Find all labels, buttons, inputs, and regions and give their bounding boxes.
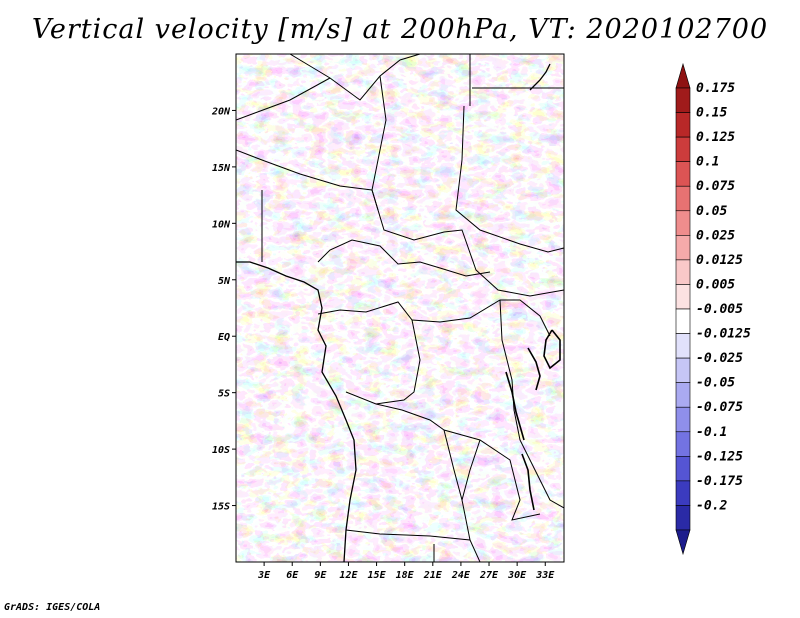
colorbar-segment: [675, 210, 691, 236]
border-line: [345, 529, 471, 541]
colorbar-segment: [675, 235, 691, 261]
border-line: [443, 429, 541, 521]
colorbar-label: -0.125: [696, 449, 743, 464]
lon-tick-label: 24E: [451, 570, 471, 581]
lon-tick-label: 33E: [535, 570, 555, 581]
lat-tick-label: 20N: [211, 106, 231, 117]
lat-tick-label: 10S: [212, 445, 230, 456]
colorbar-segment: [675, 382, 691, 408]
colorbar-label: 0.175: [696, 81, 735, 96]
colorbar-label: 0.025: [696, 228, 735, 243]
colorbar-label: 0.1: [696, 155, 719, 170]
colorbar-bottom-arrow: [675, 529, 691, 556]
colorbar-label: -0.2: [696, 498, 727, 513]
border-line: [236, 149, 373, 191]
lon-tick-label: 18E: [396, 570, 415, 581]
colorbar-segment: [675, 333, 691, 359]
border-line: [236, 77, 331, 121]
colorbar-segment: [675, 87, 691, 113]
colorbar-segment: [675, 185, 691, 212]
colorbar-segment: [675, 406, 691, 433]
map-panel: [235, 53, 565, 563]
chart-title: Vertical velocity [m/s] at 200hPa, VT: 2…: [31, 14, 769, 45]
colorbar-label: 0.0125: [696, 253, 743, 268]
border-line: [317, 239, 491, 277]
border-line: [499, 299, 564, 509]
colorbar-segment: [675, 308, 691, 334]
lon-tick-label: 21E: [423, 570, 443, 581]
colorbar-segment: [675, 136, 691, 162]
lat-tick-label: 5S: [218, 389, 230, 400]
colorbar-label: -0.1: [696, 425, 727, 440]
border-line: [461, 439, 481, 501]
lon-tick-label: 9E: [314, 570, 327, 581]
lon-axis: 3E 6E 9E 12E 15E 18E 21E 24E 27E 30E 33E: [257, 562, 555, 581]
lon-tick-label: 27E: [479, 570, 499, 581]
colorbar-label: 0.005: [696, 277, 735, 292]
colorbar: 0.175 0.15 0.125 0.1 0.075 0.05 0.025 0.0125 0.0…: [675, 62, 751, 556]
colorbar-segment: [675, 112, 691, 138]
colorbar-segment: [675, 259, 691, 285]
lat-tick-label: 15N: [212, 163, 231, 174]
colorbar-segment: [675, 357, 691, 383]
lat-tick-label: 10N: [212, 219, 231, 230]
map-frame: [235, 53, 565, 563]
border-line: [455, 105, 564, 253]
border-line: [375, 403, 481, 562]
lat-tick-label: 5N: [218, 276, 231, 287]
colorbar-label: 0.15: [696, 106, 727, 121]
coastline: [236, 261, 357, 562]
colorbar-segment: [675, 161, 691, 187]
lon-tick-label: 12E: [339, 570, 358, 581]
colorbar-label: -0.025: [696, 351, 743, 366]
colorbar-label: -0.05: [696, 376, 735, 391]
colorbar-segment: [675, 456, 691, 482]
vertical-velocity-field: [236, 54, 564, 562]
map-boundaries: [236, 54, 564, 562]
colorbar-top-arrow: [675, 62, 691, 89]
lat-axis: 20N 15N 10N 5N EQ 5S 10S 15S: [211, 106, 236, 513]
lake-outline: [543, 329, 561, 370]
colorbar-segment: [675, 505, 691, 531]
lon-tick-label: 3E: [257, 570, 271, 581]
lon-tick-label: 30E: [507, 570, 527, 581]
lake-outline: [527, 347, 541, 391]
colorbar-label: 0.05: [696, 204, 727, 219]
colorbar-label: 0.075: [696, 179, 735, 194]
lat-tick-label: 15S: [212, 502, 230, 513]
lake-outline: [505, 371, 525, 441]
lake-outline: [521, 453, 535, 511]
colorbar-segment: [675, 480, 691, 506]
colorbar-label: -0.075: [696, 400, 743, 415]
border-line: [317, 301, 421, 405]
coastline-north: [529, 63, 551, 91]
colorbar-label: -0.005: [696, 302, 743, 317]
border-line: [289, 54, 421, 101]
lon-tick-label: 6E: [286, 570, 299, 581]
colorbar-segment: [675, 431, 691, 457]
colorbar-segment: [675, 284, 691, 310]
lon-tick-label: 15E: [368, 570, 387, 581]
lat-tick-label: EQ: [218, 332, 230, 343]
colorbar-label: -0.0125: [696, 327, 751, 342]
grads-credit: GrADS: IGES/COLA: [4, 602, 101, 613]
border-line: [371, 189, 564, 297]
colorbar-label: -0.175: [696, 474, 743, 489]
colorbar-label: 0.125: [696, 130, 735, 145]
